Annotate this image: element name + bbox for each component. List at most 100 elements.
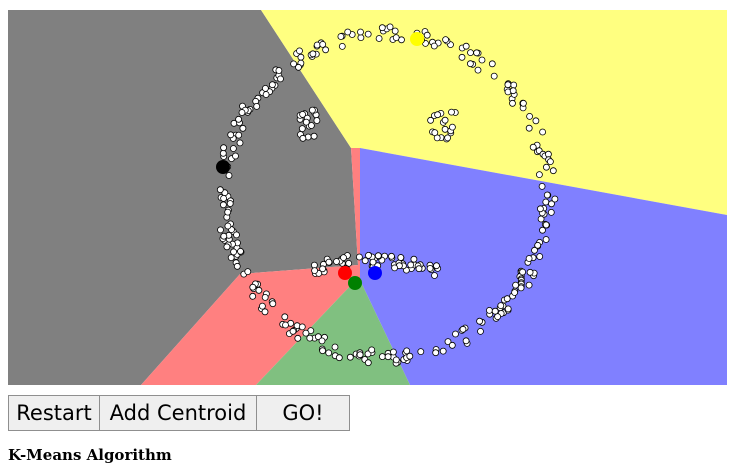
data-point (497, 302, 505, 310)
data-point (233, 262, 241, 270)
data-point (504, 81, 512, 89)
data-point (227, 131, 235, 139)
data-point (510, 81, 518, 89)
data-point (319, 265, 327, 273)
data-point (519, 268, 526, 276)
data-point (220, 194, 228, 202)
data-point (368, 346, 376, 354)
data-point (529, 143, 537, 151)
data-point (361, 257, 369, 265)
data-point (478, 56, 486, 64)
data-point (374, 252, 382, 260)
data-point (403, 347, 411, 355)
centroid-green[interactable] (348, 276, 362, 290)
data-point (237, 247, 244, 255)
centroid-blue[interactable] (368, 266, 382, 280)
add-centroid-button[interactable]: Add Centroid (99, 395, 257, 431)
data-point (297, 53, 305, 61)
data-point (311, 267, 319, 275)
data-point (261, 85, 269, 92)
data-point (309, 50, 317, 58)
data-point (219, 149, 227, 157)
data-point (439, 347, 447, 355)
data-points (216, 23, 559, 367)
data-point (220, 144, 228, 152)
data-point (219, 201, 227, 209)
data-point (520, 99, 527, 107)
data-point (547, 158, 554, 166)
data-point (255, 286, 263, 294)
data-point (407, 261, 415, 269)
data-point (542, 198, 550, 206)
data-point (384, 353, 392, 361)
region-black (8, 10, 358, 385)
centroid-red[interactable] (338, 266, 352, 280)
data-point (232, 152, 239, 160)
data-point (509, 87, 517, 95)
data-point (397, 254, 405, 261)
region-blue (360, 148, 727, 385)
data-point (325, 258, 333, 266)
data-point (474, 66, 482, 74)
data-point (536, 253, 544, 260)
data-point (355, 253, 363, 261)
data-point (434, 111, 442, 119)
data-point (281, 313, 289, 321)
data-point (223, 243, 231, 251)
data-point (307, 122, 315, 129)
data-point (318, 337, 326, 345)
data-point (517, 284, 525, 292)
data-point (531, 246, 538, 254)
data-point (534, 241, 542, 249)
data-point (442, 36, 450, 44)
data-point (543, 191, 551, 199)
data-point (415, 265, 423, 273)
data-point (258, 302, 266, 310)
data-point (331, 343, 339, 351)
data-point (441, 125, 449, 133)
data-point (512, 281, 520, 289)
restart-button[interactable]: Restart (8, 395, 100, 431)
data-point (298, 323, 306, 331)
data-point (236, 139, 244, 147)
data-point (536, 171, 543, 179)
data-point (467, 49, 474, 56)
data-point (466, 60, 474, 68)
data-point (325, 349, 333, 357)
data-point (488, 60, 496, 68)
data-point (547, 208, 555, 216)
data-point (491, 307, 499, 315)
region-green (256, 280, 410, 385)
data-point (344, 28, 352, 36)
data-point (233, 231, 240, 239)
go-button[interactable]: GO! (256, 395, 350, 431)
data-point (249, 292, 257, 300)
data-point (333, 258, 340, 265)
centroid-yellow[interactable] (410, 32, 424, 46)
data-point (545, 150, 552, 158)
kmeans-canvas[interactable] (8, 10, 727, 385)
data-point (296, 47, 303, 55)
data-point (346, 353, 354, 361)
data-point (340, 254, 347, 262)
data-point (448, 123, 456, 131)
data-point (249, 283, 257, 291)
data-point (389, 348, 397, 356)
centroid-black[interactable] (216, 160, 230, 174)
data-point (432, 349, 440, 357)
data-point (551, 195, 559, 203)
data-point (335, 354, 343, 362)
data-point (476, 317, 484, 325)
data-point (386, 23, 394, 31)
data-point (444, 338, 452, 346)
data-point (539, 226, 546, 234)
data-point (226, 200, 234, 207)
data-point (378, 24, 386, 32)
data-point (542, 221, 550, 229)
data-point (356, 351, 364, 359)
data-point (406, 352, 414, 360)
data-point (262, 91, 270, 98)
data-point (462, 42, 470, 50)
data-point (369, 258, 377, 266)
data-point (503, 295, 511, 303)
